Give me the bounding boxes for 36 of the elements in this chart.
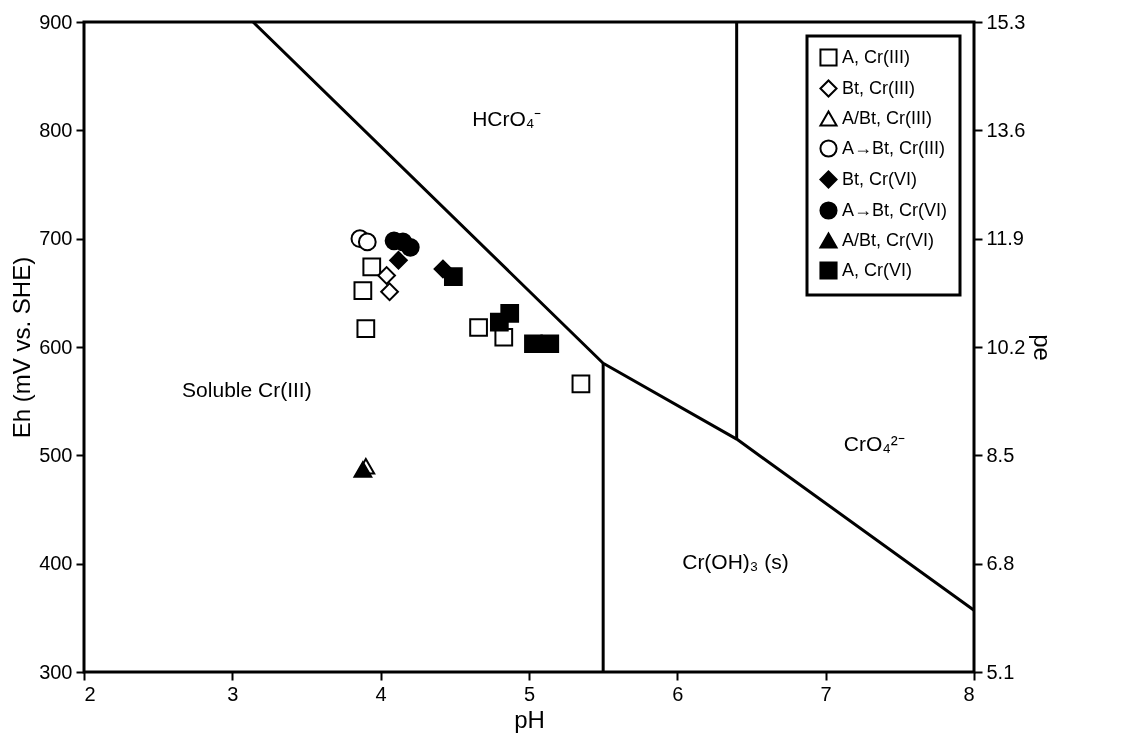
y2-axis-title: pe: [1029, 334, 1057, 361]
y2-tick-label: 8.5: [986, 443, 1015, 466]
y2-tick-label: 11.9: [986, 227, 1024, 250]
legend-label: A, Cr(III): [842, 46, 910, 67]
legend-label: A/Bt, Cr(VI): [842, 229, 935, 250]
y2-tick-label: 10.2: [986, 335, 1026, 358]
y-tick-label: 400: [39, 552, 73, 575]
legend-label: Bt, Cr(III): [842, 77, 915, 98]
x-tick-label: 7: [820, 682, 832, 705]
y-tick-label: 800: [39, 118, 73, 141]
y-axis-title: Eh (mV vs. SHE): [8, 256, 36, 439]
annotation: CrO₄²⁻: [843, 431, 905, 455]
legend-label: A→Bt, Cr(VI): [842, 199, 948, 220]
y-tick-label: 600: [39, 335, 73, 358]
x-tick-label: 2: [84, 682, 96, 705]
y-tick-label: 300: [39, 660, 73, 683]
y-tick-label: 900: [39, 10, 73, 33]
legend-label: A, Cr(VI): [842, 259, 912, 280]
y2-tick-label: 13.6: [986, 118, 1026, 141]
annotation: Cr(OH)₃ (s): [682, 550, 789, 574]
annotation: Soluble Cr(III): [182, 377, 312, 401]
y2-tick-label: 5.1: [986, 660, 1015, 683]
annotation: HCrO₄⁻: [472, 106, 542, 130]
x-axis-title: pH: [514, 705, 545, 733]
y-tick-label: 700: [39, 227, 73, 250]
x-tick-label: 4: [375, 682, 387, 705]
x-tick-label: 6: [672, 682, 684, 705]
y2-tick-label: 6.8: [986, 552, 1015, 575]
x-tick-label: 8: [963, 682, 975, 705]
legend-label: A/Bt, Cr(III): [842, 107, 932, 128]
y-tick-label: 500: [39, 443, 73, 466]
x-tick-label: 3: [227, 682, 239, 705]
legend-label: A→Bt, Cr(III): [842, 137, 945, 158]
legend-label: Bt, Cr(VI): [842, 168, 917, 189]
y2-tick-label: 15.3: [986, 10, 1026, 33]
x-tick-label: 5: [523, 682, 536, 705]
